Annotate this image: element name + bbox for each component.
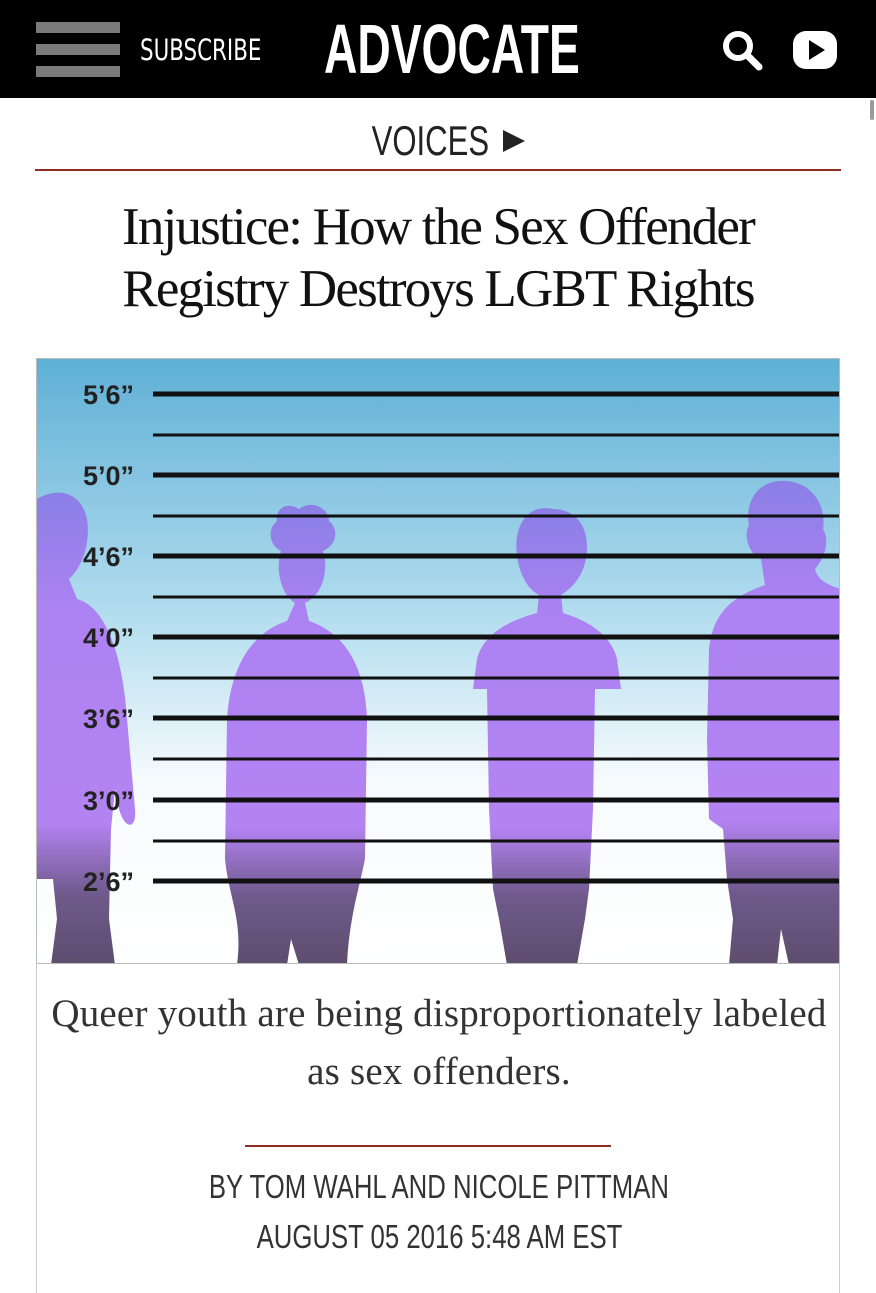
play-arrow-icon: [502, 130, 525, 152]
height-label: 5’0”: [83, 461, 134, 491]
article-summary-card: Queer youth are being disproportionately…: [36, 963, 840, 1293]
section-link-voices[interactable]: VOICES: [0, 112, 876, 170]
byline: BY TOM WAHL AND NICOLE PITTMAN: [37, 1167, 841, 1207]
publish-date: AUGUST 05 2016 5:48 AM EST: [37, 1217, 841, 1257]
height-label: 3’6”: [83, 704, 134, 734]
scrollbar-thumb[interactable]: [870, 100, 874, 120]
subscribe-link[interactable]: SUBSCRIBE: [140, 33, 262, 67]
site-logo[interactable]: ADVOCATE: [324, 10, 580, 88]
search-icon[interactable]: [720, 28, 764, 72]
top-nav-bar: SUBSCRIBE ADVOCATE: [0, 0, 876, 98]
hero-image[interactable]: 5’6” 5’0” 4’6” 4’0” 3’6” 3’0” 2’6”: [36, 358, 840, 964]
section-divider: [35, 169, 841, 171]
publish-date-text: AUGUST 05 2016 5:48 AM EST: [256, 1218, 622, 1255]
article-dek: Queer youth are being disproportionately…: [51, 992, 827, 1093]
byline-divider: [245, 1145, 611, 1147]
menu-icon-bar: [36, 66, 120, 77]
section-label: VOICES: [372, 117, 490, 164]
author-link[interactable]: TOM WAHL AND NICOLE PITTMAN: [249, 1168, 670, 1205]
play-icon[interactable]: [792, 28, 838, 72]
menu-icon-bar: [36, 44, 120, 55]
height-label: 4’0”: [83, 623, 134, 653]
height-label: 2’6”: [83, 867, 134, 897]
byline-prefix: BY: [208, 1168, 243, 1205]
article-headline: Injustice: How the Sex Offender Registry…: [121, 198, 756, 318]
height-label: 5’6”: [83, 380, 134, 410]
height-label: 3’0”: [83, 786, 134, 816]
menu-icon-bar: [36, 22, 120, 33]
height-chart-illustration: 5’6” 5’0” 4’6” 4’0” 3’6” 3’0” 2’6”: [37, 359, 839, 963]
height-label: 4’6”: [83, 542, 134, 572]
menu-icon[interactable]: [36, 22, 120, 78]
